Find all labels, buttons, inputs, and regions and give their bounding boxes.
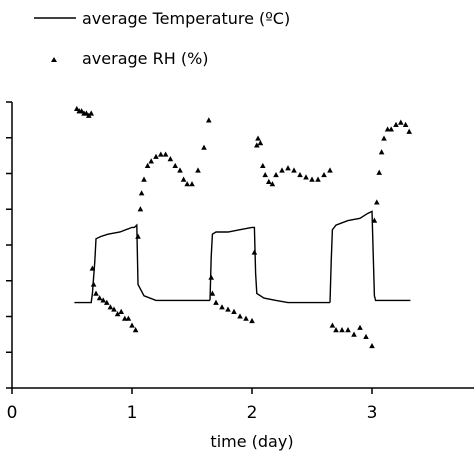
rh-marker: [369, 342, 375, 349]
legend-label-rh: average RH (%): [82, 49, 209, 68]
rh-marker: [384, 126, 391, 132]
rh-marker: [249, 317, 255, 324]
rh-marker: [388, 126, 394, 132]
rh-marker: [148, 158, 154, 164]
rh-marker: [219, 304, 225, 310]
rh-marker: [374, 199, 380, 205]
temperature-line-segment: [209, 226, 330, 304]
rh-marker: [83, 110, 90, 116]
x-tick-label: 3: [367, 403, 378, 423]
rh-marker: [321, 171, 327, 178]
rh-marker: [291, 167, 297, 173]
rh-marker: [189, 181, 195, 187]
rh-marker: [184, 181, 190, 187]
plot-area: [74, 105, 412, 349]
rh-marker: [114, 311, 121, 317]
rh-marker: [93, 290, 99, 296]
rh-marker: [231, 308, 237, 314]
rh-marker: [381, 135, 387, 141]
rh-marker: [162, 151, 169, 157]
rh-marker: [251, 249, 258, 255]
rh-marker: [376, 169, 382, 175]
x-tick-label: 0: [7, 403, 18, 423]
rh-marker: [303, 174, 309, 180]
rh-marker: [279, 167, 285, 173]
rh-marker: [88, 110, 94, 116]
x-tick-label: 1: [127, 403, 138, 423]
rh-marker: [125, 315, 132, 321]
rh-marker: [137, 206, 144, 212]
rh-marker: [378, 149, 385, 155]
rh-marker: [78, 108, 85, 114]
x-axis-label: time (day): [210, 432, 293, 451]
rh-marker: [406, 128, 412, 134]
rh-marker: [144, 162, 151, 169]
temperature-line-segment: [74, 223, 210, 304]
rh-marker: [333, 327, 339, 333]
rh-marker: [315, 176, 321, 182]
rh-marker: [297, 171, 303, 178]
rh-marker: [89, 265, 96, 271]
rh-marker: [209, 290, 216, 296]
rh-marker: [309, 176, 315, 182]
rh-marker: [177, 167, 183, 173]
rh-marker: [132, 327, 139, 333]
rh-marker: [135, 233, 141, 239]
rh-marker: [371, 217, 378, 223]
rh-marker: [260, 162, 266, 169]
rh-marker: [357, 324, 363, 330]
rh-marker: [201, 144, 207, 150]
rh-marker: [122, 315, 128, 321]
rh-marker: [180, 176, 187, 182]
rh-marker: [398, 119, 404, 125]
rh-marker: [402, 121, 409, 127]
rh-marker: [269, 181, 276, 187]
rh-marker: [96, 295, 103, 301]
rh-marker: [206, 117, 212, 123]
rh-marker: [339, 327, 345, 333]
rh-marker: [90, 281, 97, 287]
rh-marker: [363, 333, 369, 340]
rh-marker: [172, 162, 178, 169]
rh-marker: [351, 331, 357, 337]
x-tick-label: 2: [247, 403, 258, 423]
rh-marker: [257, 140, 264, 146]
legend-label-temperature: average Temperature (ºC): [82, 9, 290, 28]
legend-marker-swatch: [51, 57, 57, 62]
rh-marker: [262, 171, 268, 178]
rh-marker: [393, 121, 399, 127]
x-axis-ticks: 01234: [7, 388, 378, 423]
rh-marker: [237, 313, 243, 319]
rh-marker: [158, 151, 164, 157]
rh-marker: [167, 156, 174, 162]
rh-marker: [255, 135, 261, 141]
rh-marker: [254, 142, 260, 148]
rh-marker: [104, 299, 110, 305]
rh-marker: [74, 105, 80, 112]
legend: average Temperature (ºC) average RH (%): [34, 9, 290, 68]
rh-marker: [129, 322, 135, 328]
rh-marker: [111, 306, 117, 312]
rh-marker: [329, 322, 336, 328]
rh-marker: [327, 167, 333, 173]
axes: [6, 101, 474, 389]
rh-marker: [213, 299, 219, 305]
rh-marker: [153, 153, 159, 159]
rh-marker: [285, 165, 291, 171]
rh-marker: [243, 315, 249, 321]
rh-marker: [225, 306, 231, 312]
rh-marker: [138, 190, 145, 196]
rh-marker: [107, 304, 114, 310]
rh-marker: [208, 274, 214, 280]
rh-marker: [345, 327, 351, 333]
rh-marker: [118, 308, 124, 314]
rh-marker: [141, 176, 147, 182]
rh-marker: [195, 167, 201, 173]
rh-marker: [273, 171, 279, 178]
temperature-line-segment: [329, 210, 411, 303]
rh-marker: [100, 297, 106, 303]
rh-marker: [266, 178, 272, 184]
